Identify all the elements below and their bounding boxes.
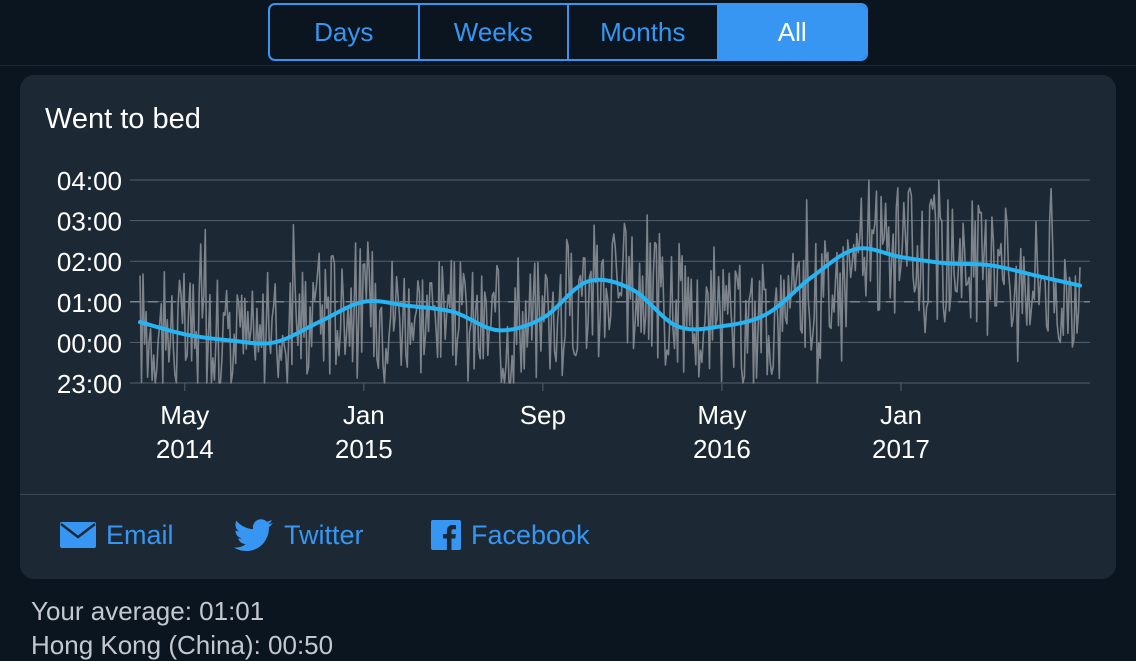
trend-line-series [138,246,1082,346]
header-divider [0,65,1136,66]
segment-months[interactable]: Months [569,5,719,59]
envelope-icon [60,522,96,548]
card-divider [20,494,1116,495]
x-tick-label-year: 2016 [693,434,751,464]
share-facebook-label: Facebook [471,519,590,550]
share-twitter-label: Twitter [284,519,364,550]
x-tick-label: Jan [343,400,385,430]
facebook-icon [431,520,461,550]
x-tick-label-year: 2015 [335,434,393,464]
x-tick-label: Jan [880,400,922,430]
share-facebook-button[interactable]: Facebook [431,515,590,555]
share-twitter-button[interactable]: Twitter [234,515,364,555]
y-tick-label: 23:00 [57,369,122,399]
x-tick-label: May [697,400,746,430]
x-tick-label: Sep [520,400,566,430]
chart-title: Went to bed [45,103,201,135]
x-tick-label-year: 2017 [872,434,930,464]
period-segmented-control: Days Weeks Months All [268,3,868,61]
segment-weeks[interactable]: Weeks [420,5,569,59]
x-tick-label-year: 2014 [156,434,214,464]
chart-card: Went to bed 04:00 03:00 02:00 01:00 00:00 23:… [20,75,1116,579]
your-average-stat: Your average: 01:01 [31,596,265,626]
daily-bedtime-series [139,179,1081,384]
share-email-button[interactable]: Email [60,515,174,555]
segment-days[interactable]: Days [270,5,420,59]
twitter-bird-icon [234,519,274,551]
bedtime-chart: 04:00 03:00 02:00 01:00 00:00 23:00 May 2014 Jan… [57,166,1090,464]
country-average-stat: Hong Kong (China): 00:50 [31,630,334,660]
y-tick-label: 01:00 [57,288,122,318]
x-tick-label: May [160,400,209,430]
y-tick-label: 04:00 [57,166,122,196]
y-tick-label: 00:00 [57,328,122,358]
y-tick-label: 02:00 [57,247,122,277]
y-tick-label: 03:00 [57,207,122,237]
segment-all[interactable]: All [718,5,866,59]
share-email-label: Email [106,519,174,550]
